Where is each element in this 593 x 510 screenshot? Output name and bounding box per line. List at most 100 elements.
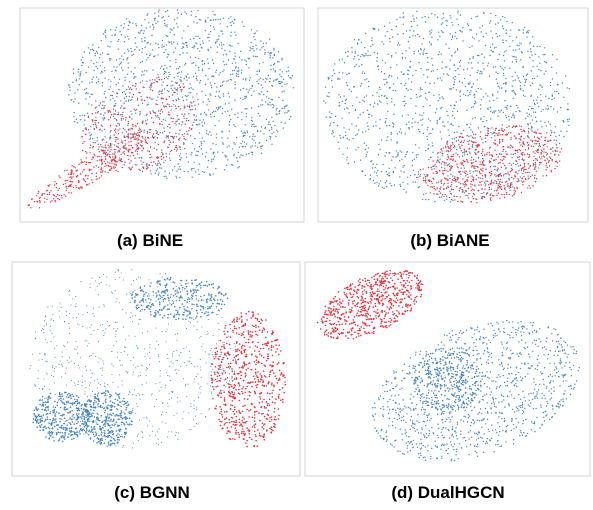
point (490, 154, 493, 156)
point (123, 41, 126, 43)
point (70, 427, 73, 430)
point (490, 110, 492, 113)
point (150, 161, 152, 164)
point (72, 422, 74, 424)
point (124, 161, 126, 163)
point (204, 83, 207, 86)
point (169, 379, 171, 382)
point (501, 140, 504, 142)
point (111, 94, 113, 97)
point (557, 92, 560, 95)
point (419, 114, 421, 116)
point (153, 405, 156, 407)
point (504, 164, 506, 167)
point (519, 176, 521, 178)
point (546, 166, 549, 169)
point (425, 149, 427, 152)
point (443, 188, 445, 190)
point (269, 80, 271, 83)
point (466, 173, 468, 175)
point (422, 168, 425, 170)
point (179, 159, 182, 161)
point (74, 428, 77, 430)
point (118, 150, 120, 152)
point (227, 137, 229, 139)
point (114, 29, 117, 31)
point (366, 78, 368, 80)
point (394, 90, 397, 92)
point (73, 111, 75, 114)
point (436, 122, 438, 125)
point (501, 181, 503, 183)
point (256, 70, 258, 73)
point (114, 34, 116, 37)
point (278, 80, 281, 83)
point (215, 137, 217, 139)
point (490, 157, 492, 160)
point (149, 54, 151, 57)
point (55, 366, 57, 368)
point (451, 142, 454, 144)
point (175, 434, 177, 436)
point (223, 379, 225, 381)
point (50, 190, 52, 192)
point (58, 439, 60, 442)
point (35, 337, 37, 339)
point (161, 89, 163, 91)
point (419, 169, 422, 171)
point (35, 417, 37, 419)
point (176, 23, 178, 25)
point (171, 43, 173, 45)
point (402, 166, 404, 168)
point (516, 36, 518, 38)
point (185, 383, 187, 385)
point (277, 61, 279, 63)
point (253, 33, 255, 35)
point (265, 118, 268, 121)
point (95, 125, 98, 127)
point (475, 178, 477, 180)
point (512, 162, 515, 165)
point (386, 31, 388, 33)
point (38, 359, 40, 361)
point (452, 77, 454, 79)
point (108, 324, 111, 327)
point (141, 135, 144, 138)
point (272, 107, 274, 109)
point (480, 173, 482, 175)
point (497, 178, 499, 181)
point (512, 89, 515, 92)
point (83, 426, 86, 428)
point (157, 354, 160, 356)
point (376, 163, 378, 165)
point (275, 113, 278, 115)
point (372, 179, 375, 182)
point (360, 85, 362, 87)
point (190, 92, 192, 94)
point (328, 77, 330, 80)
point (46, 373, 48, 375)
point (92, 352, 94, 355)
point (544, 53, 546, 56)
point (273, 53, 276, 56)
point (156, 131, 159, 133)
point (63, 320, 66, 322)
point (449, 147, 451, 149)
point (504, 66, 506, 69)
point (123, 346, 126, 348)
point (132, 135, 134, 138)
point (68, 357, 71, 359)
point (392, 171, 395, 174)
point (525, 179, 527, 181)
point (509, 171, 511, 173)
point (134, 82, 137, 85)
point (273, 49, 275, 51)
point (252, 133, 254, 135)
point (529, 122, 531, 125)
point (42, 328, 44, 330)
point (192, 62, 195, 64)
point (377, 169, 379, 172)
point (440, 30, 443, 32)
point (470, 90, 472, 92)
point (170, 85, 172, 87)
